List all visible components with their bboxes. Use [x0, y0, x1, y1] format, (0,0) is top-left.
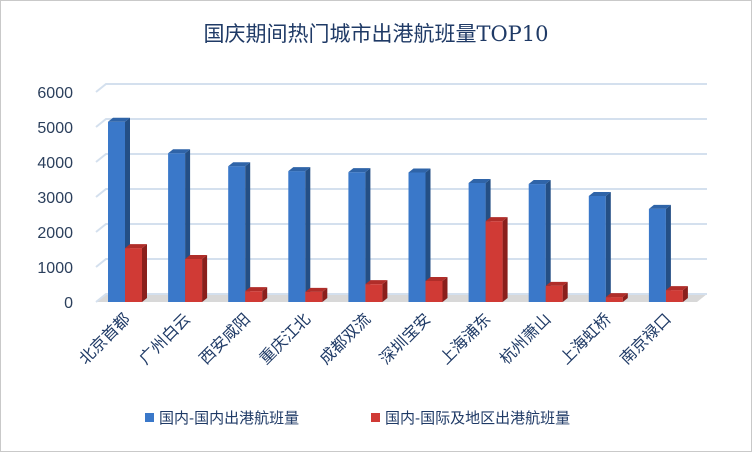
bar-top — [365, 280, 388, 285]
bar-top — [348, 168, 371, 173]
bar-top — [288, 167, 311, 172]
x-tick-label: 重庆江北 — [255, 309, 314, 368]
bar-domestic — [648, 208, 666, 302]
bar-side — [305, 167, 311, 302]
bar-domestic — [108, 121, 125, 302]
gridline — [95, 118, 707, 128]
legend-swatch-international — [371, 413, 380, 422]
bar-top — [648, 204, 671, 209]
bar-top — [605, 293, 628, 298]
bar-international — [245, 291, 263, 302]
bar-international — [605, 297, 623, 302]
bar-top — [545, 281, 568, 286]
bar-international — [305, 291, 323, 302]
bar-side — [202, 254, 208, 302]
bar-international — [365, 284, 383, 302]
y-tick-label: 2000 — [37, 225, 73, 242]
bar-top — [245, 287, 268, 292]
gridline — [95, 83, 707, 93]
x-tick-label: 西安咸阳 — [195, 309, 254, 368]
x-tick-label: 上海浦东 — [436, 309, 495, 368]
y-tick-label: 6000 — [37, 85, 73, 102]
bar-side — [262, 287, 268, 302]
bar-side — [382, 280, 388, 302]
bar-side — [665, 204, 671, 302]
x-tick-label: 深圳宝安 — [376, 309, 435, 368]
bar-domestic — [528, 184, 546, 302]
bar-domestic — [348, 172, 366, 302]
bar-side — [425, 168, 431, 302]
bar-side — [502, 217, 508, 302]
x-tick-label: 南京禄口 — [616, 309, 675, 368]
legend-label-domestic: 国内-国内出港航班量 — [159, 409, 299, 427]
y-tick-label: 0 — [64, 295, 73, 312]
legend: 国内-国内出港航班量 国内-国际及地区出港航班量 — [145, 409, 570, 427]
bar-top — [305, 287, 328, 292]
bar-international — [665, 290, 683, 302]
bar-top — [425, 277, 448, 281]
bar-domestic — [228, 166, 246, 302]
bar-top — [168, 149, 191, 154]
bar-top — [408, 168, 431, 173]
bar-side — [322, 287, 328, 302]
bar-top — [228, 162, 251, 167]
y-tick-label: 1000 — [37, 260, 73, 277]
bar-domestic — [408, 172, 426, 302]
bar-international — [485, 221, 503, 302]
gridline — [95, 188, 707, 198]
bar-domestic — [288, 171, 306, 302]
x-tick-label: 广州白云 — [135, 309, 194, 368]
y-tick-label: 4000 — [37, 155, 73, 172]
x-tick-label: 北京首都 — [75, 309, 134, 368]
legend-label-international: 国内-国际及地区出港航班量 — [385, 409, 570, 427]
bar-side — [562, 281, 568, 302]
bar-side — [622, 293, 628, 302]
bar-top — [665, 286, 688, 291]
bar-side — [605, 191, 611, 302]
bar-domestic — [468, 183, 486, 302]
bar-top — [485, 217, 508, 222]
gridline — [95, 153, 707, 163]
bar-international — [425, 281, 443, 302]
y-tick-label: 5000 — [37, 120, 73, 137]
y-tick-label: 3000 — [37, 190, 73, 207]
bar-side — [682, 286, 688, 302]
bar-side — [442, 277, 448, 302]
legend-swatch-domestic — [145, 413, 154, 422]
x-tick-label: 杭州萧山 — [496, 309, 555, 368]
bar-top — [108, 117, 130, 122]
bar-top — [588, 191, 611, 196]
bar-side — [245, 162, 251, 302]
bar-side — [365, 168, 371, 302]
bar-international — [545, 285, 563, 302]
bar-international — [125, 248, 142, 302]
bar-side — [545, 180, 551, 302]
bar-international — [185, 258, 203, 302]
bar-top — [125, 244, 147, 249]
x-tick-label: 成都双流 — [316, 309, 375, 368]
bar-top — [185, 254, 208, 259]
bar-domestic — [168, 153, 186, 302]
bar-top — [528, 180, 551, 185]
bar-side — [142, 244, 147, 302]
bar-domestic — [588, 195, 606, 302]
bar-top — [468, 179, 491, 183]
chart-title: 国庆期间热门城市出港航班量TOP10 — [203, 22, 548, 46]
x-tick-label: 上海虹桥 — [556, 309, 615, 368]
